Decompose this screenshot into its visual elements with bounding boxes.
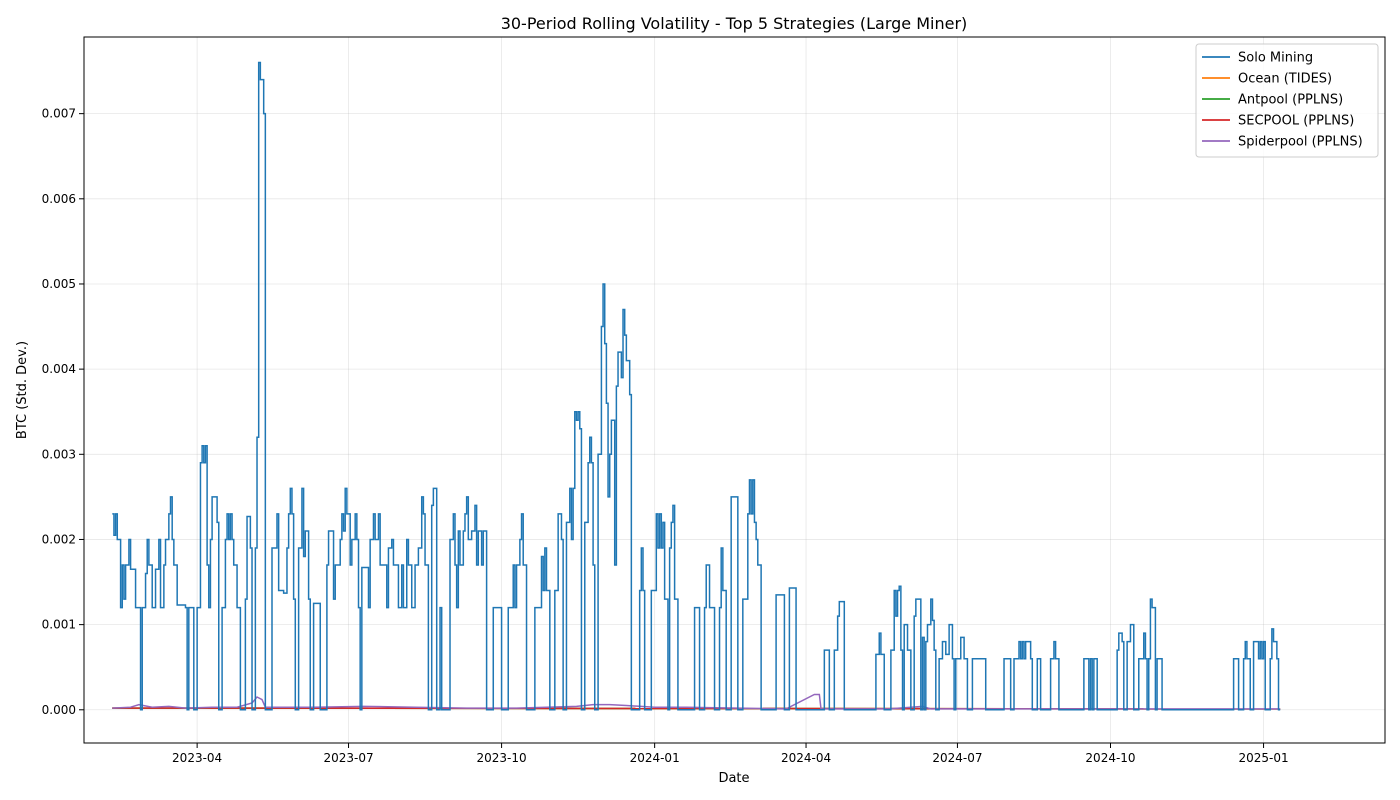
y-axis-label: BTC (Std. Dev.): [15, 341, 30, 439]
legend-label: Spiderpool (PPLNS): [1238, 135, 1363, 150]
chart-title: 30-Period Rolling Volatility - Top 5 Str…: [501, 14, 968, 33]
x-axis-label: Date: [718, 771, 749, 786]
y-tick-label: 0.004: [42, 362, 76, 376]
y-tick-label: 0.002: [42, 532, 76, 546]
legend-label: SECPOOL (PPLNS): [1238, 114, 1354, 129]
legend-label: Antpool (PPLNS): [1238, 93, 1343, 108]
y-tick-label: 0.005: [42, 277, 76, 291]
y-tick-label: 0.001: [42, 618, 76, 632]
x-tick-label: 2023-07: [323, 751, 373, 765]
legend-box: [1195, 43, 1379, 158]
y-tick-label: 0.000: [42, 703, 76, 717]
x-tick-label: 2024-01: [630, 751, 680, 765]
y-tick-label: 0.007: [42, 107, 76, 121]
x-tick-label: 2024-07: [932, 751, 982, 765]
x-axis: 2023-04 2023-07 2023-10 2024-01 2024-04 2024-…: [172, 743, 1289, 765]
x-tick-label: 2025-01: [1238, 751, 1288, 765]
y-tick-label: 0.006: [42, 192, 76, 206]
x-tick-label: 2024-10: [1085, 751, 1135, 765]
y-axis: 0.000 0.001 0.002 0.003 0.004 0.005 0.006 0.007: [42, 107, 84, 717]
y-tick-label: 0.003: [42, 447, 76, 461]
series-layer: [112, 61, 1281, 711]
legend-label: Solo Mining: [1238, 51, 1313, 66]
legend-label: Ocean (TIDES): [1238, 72, 1332, 87]
x-tick-label: 2024-04: [781, 751, 831, 765]
x-tick-label: 2023-10: [477, 751, 527, 765]
x-tick-label: 2023-04: [172, 751, 222, 765]
plot-frame: [83, 36, 1386, 744]
series-line-spiderpool-pplns: [112, 693, 1281, 710]
legend: Solo Mining Ocean (TIDES) Antpool (PPLNS) S…: [1195, 43, 1379, 158]
series-line-solo-mining: [112, 61, 1281, 711]
